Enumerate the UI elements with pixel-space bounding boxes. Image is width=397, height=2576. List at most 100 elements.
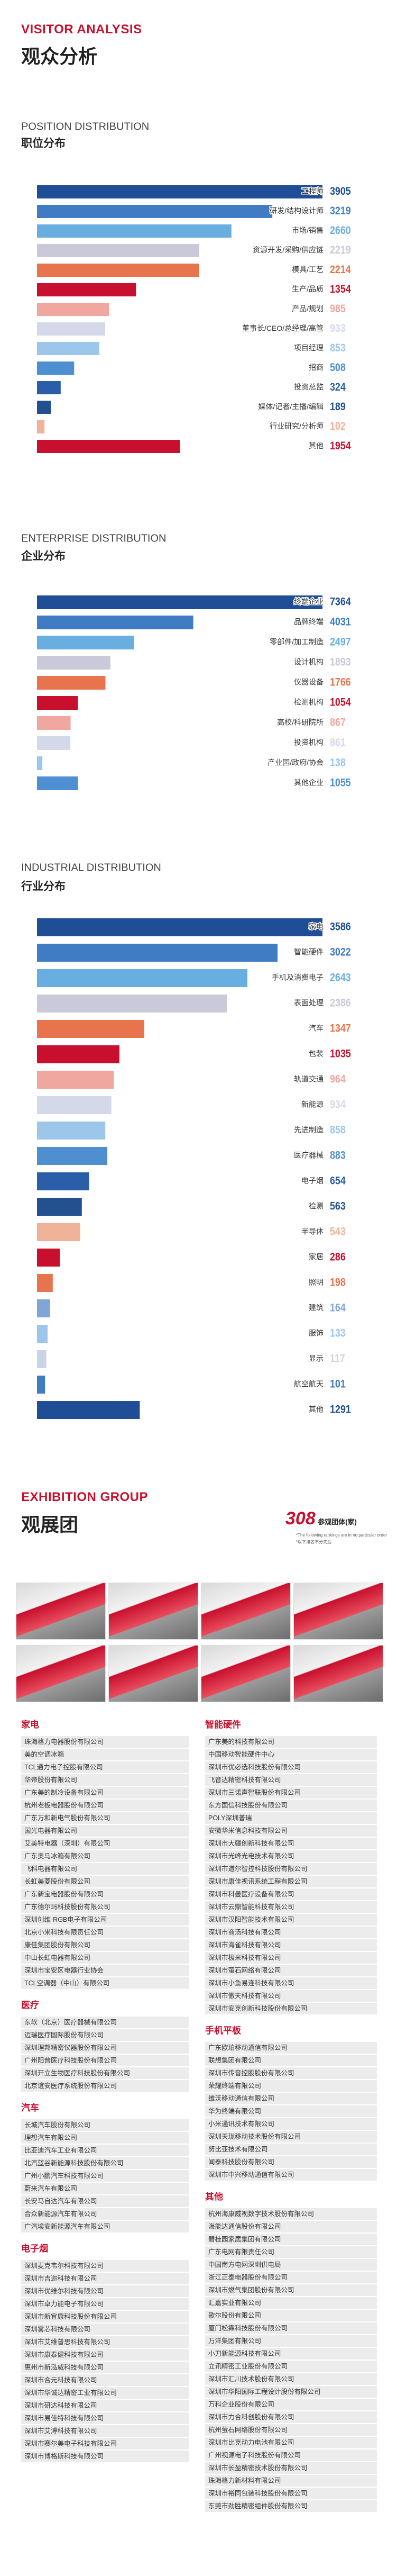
- company-name: 华为终端有限公司: [205, 2105, 377, 2118]
- bar: [37, 1401, 140, 1419]
- category-label: 工程师: [301, 187, 324, 195]
- value-label: 2386: [330, 997, 351, 1009]
- bar: [37, 776, 78, 790]
- category-label: 家电: [309, 923, 324, 931]
- value-label: 964: [330, 1073, 346, 1086]
- bar: [37, 244, 199, 257]
- bar: [37, 224, 232, 238]
- photo: [293, 1583, 383, 1640]
- bar: [37, 676, 106, 690]
- company-name: TCL通力电子控股有限公司: [21, 1761, 189, 1774]
- photo: [16, 1645, 106, 1702]
- company-name: 深圳市艾维普思科技有限公司: [21, 2336, 189, 2349]
- category-label: 投资机构: [294, 738, 324, 747]
- category-label: 照明: [309, 1278, 324, 1287]
- value-label: 102: [330, 420, 346, 433]
- company-group: 其他 杭州海康威视数字技术股份有限公司 海能达通信股份有限公司 碧桂园家居集团有限公司…: [205, 2182, 377, 2513]
- company-name: 中国南方电网深圳供电局: [205, 2259, 377, 2272]
- count-label: 参观团体(家): [318, 1518, 357, 1526]
- company-name: 美的空调冰箱: [21, 1749, 189, 1761]
- value-label: 654: [330, 1174, 346, 1187]
- company-name: 深圳理邦精密仪器股份有限公司: [21, 2042, 189, 2055]
- company-name: 小米通讯技术有限公司: [205, 2118, 377, 2131]
- company-name: 深圳市光峰光电技术有限公司: [205, 1850, 377, 1863]
- bar: [37, 1299, 50, 1317]
- value-label: 164: [330, 1301, 346, 1314]
- company-name: 广东欧珀移动通信有限公司: [205, 2042, 377, 2055]
- company-name: 广东新宝电器股份有限公司: [21, 1888, 189, 1901]
- company-name: 歌尔股份有限公司: [205, 2310, 377, 2322]
- bar: [37, 918, 322, 936]
- value-label: 1054: [330, 696, 351, 709]
- category-label: 仪器设备: [294, 678, 324, 686]
- company-group: 医疗 东软（北京）医疗器械有限公司 迈瑞医疗国际股份有限公司 深圳理邦精密仪器股份有限…: [21, 1990, 189, 2093]
- section-title: EXHIBITION GROUP: [21, 1490, 149, 1504]
- category-label: 投资总监: [294, 383, 324, 391]
- company-name: 华帝股份有限公司: [21, 1774, 189, 1787]
- category-label: 家居: [309, 1253, 324, 1261]
- company-name: 东软（北京）医疗器械有限公司: [21, 2017, 189, 2029]
- group-title: 其他: [205, 2192, 223, 2202]
- company-name: 深圳市力合科创股份有限公司: [205, 2411, 377, 2424]
- company-name: 珠海格力新材料有限公司: [205, 2475, 377, 2488]
- category-label: 其他: [309, 1405, 324, 1414]
- value-label: 1291: [330, 1403, 351, 1416]
- company-group: 汽车 长城汽车股份有限公司 理想汽车有限公司 比亚迪汽车工业有限公司 北汽蓝谷新能源科技…: [21, 2093, 189, 2234]
- company-name: 深圳市科曼医疗设备有限公司: [205, 1888, 377, 1901]
- section-subtitle: 观展团: [21, 1514, 79, 1535]
- company-name: 深圳天珑移动技术股份有限公司: [205, 2131, 377, 2144]
- category-label: 设计机构: [294, 658, 324, 666]
- value-label: 1354: [330, 283, 351, 296]
- company-name: 中山长虹电器有限公司: [21, 1952, 189, 1965]
- category-label: 研发/结构设计师: [270, 206, 324, 215]
- category-label: 医疗器械: [294, 1151, 324, 1160]
- company-name: 汇嘉实业有限公司: [205, 2297, 377, 2310]
- company-name: 理想汽车有限公司: [21, 2132, 189, 2145]
- company-name: 深圳市新宜康科技股份有限公司: [21, 2311, 189, 2324]
- value-label: 3022: [330, 946, 351, 959]
- category-label: 媒体/记者/主播/编辑: [258, 402, 324, 411]
- category-label: 包装: [309, 1050, 324, 1058]
- category-label: 终端企业: [294, 598, 324, 606]
- value-label: 286: [330, 1251, 346, 1263]
- company-name: 深圳市安克创新科技股份有限公司: [205, 2003, 377, 2015]
- company-name: 中国移动智能硬件中心: [205, 1749, 377, 1761]
- company-name: 深圳市卓力能电子有限公司: [21, 2298, 189, 2311]
- company-group: 家电 珠海格力电器股份有限公司 美的空调冰箱 TCL通力电子控股有限公司 华帝股份有限公…: [21, 1710, 189, 1990]
- company-name: 深圳市商汤科技有限公司: [205, 1927, 377, 1939]
- company-name: 深圳市研达科技有限公司: [21, 2400, 189, 2412]
- value-label: 4031: [330, 616, 351, 628]
- value-label: 867: [330, 716, 346, 729]
- company-name: 北汽蓝谷新能源科技股份有限公司: [21, 2157, 189, 2170]
- company-name: 康佳集团股份有限公司: [21, 1939, 189, 1952]
- category-label: 生产/品质: [292, 285, 324, 293]
- group-count: 308 参观团体(家): [285, 1508, 357, 1529]
- value-label: 2214: [330, 264, 351, 276]
- chart-subtitle: 行业分布: [21, 880, 66, 893]
- category-label: 项目经理: [294, 344, 324, 352]
- value-label: 1766: [330, 676, 351, 689]
- company-name: 联想集团有限公司: [205, 2055, 377, 2067]
- group-title: 电子烟: [21, 2244, 48, 2254]
- company-name: 碧桂园家居集团有限公司: [205, 2234, 377, 2246]
- company-name: 杭州老板电器股份有限公司: [21, 1800, 189, 1812]
- value-label: 117: [330, 1352, 345, 1365]
- value-label: 2643: [330, 971, 351, 984]
- bar: [37, 264, 199, 277]
- bar: [37, 1198, 82, 1216]
- company-name: 深圳市合元科技有限公司: [21, 2374, 189, 2387]
- company-name: 比亚迪汽车工业有限公司: [21, 2145, 189, 2157]
- company-name: 小刀新能源科技有限公司: [205, 2348, 377, 2361]
- category-label: 智能硬件: [294, 948, 324, 956]
- company-name: 深圳市汉阳智能技术有限公司: [205, 1914, 377, 1927]
- note: *The following rankings are in no partic…: [296, 1533, 387, 1538]
- company-name: 万科企业股份有限公司: [205, 2399, 377, 2411]
- company-name: 深圳市小鱼易连科技有限公司: [205, 1977, 377, 1990]
- value-label: 3586: [330, 920, 351, 933]
- value-label: 198: [330, 1276, 346, 1289]
- company-name: 深圳市萤石网络有限公司: [205, 1965, 377, 1977]
- chart-title: INDUSTRIAL DISTRIBUTION: [21, 862, 161, 873]
- company-name: 珠海格力电器股份有限公司: [21, 1736, 189, 1749]
- category-label: 零部件/加工制造: [270, 638, 324, 646]
